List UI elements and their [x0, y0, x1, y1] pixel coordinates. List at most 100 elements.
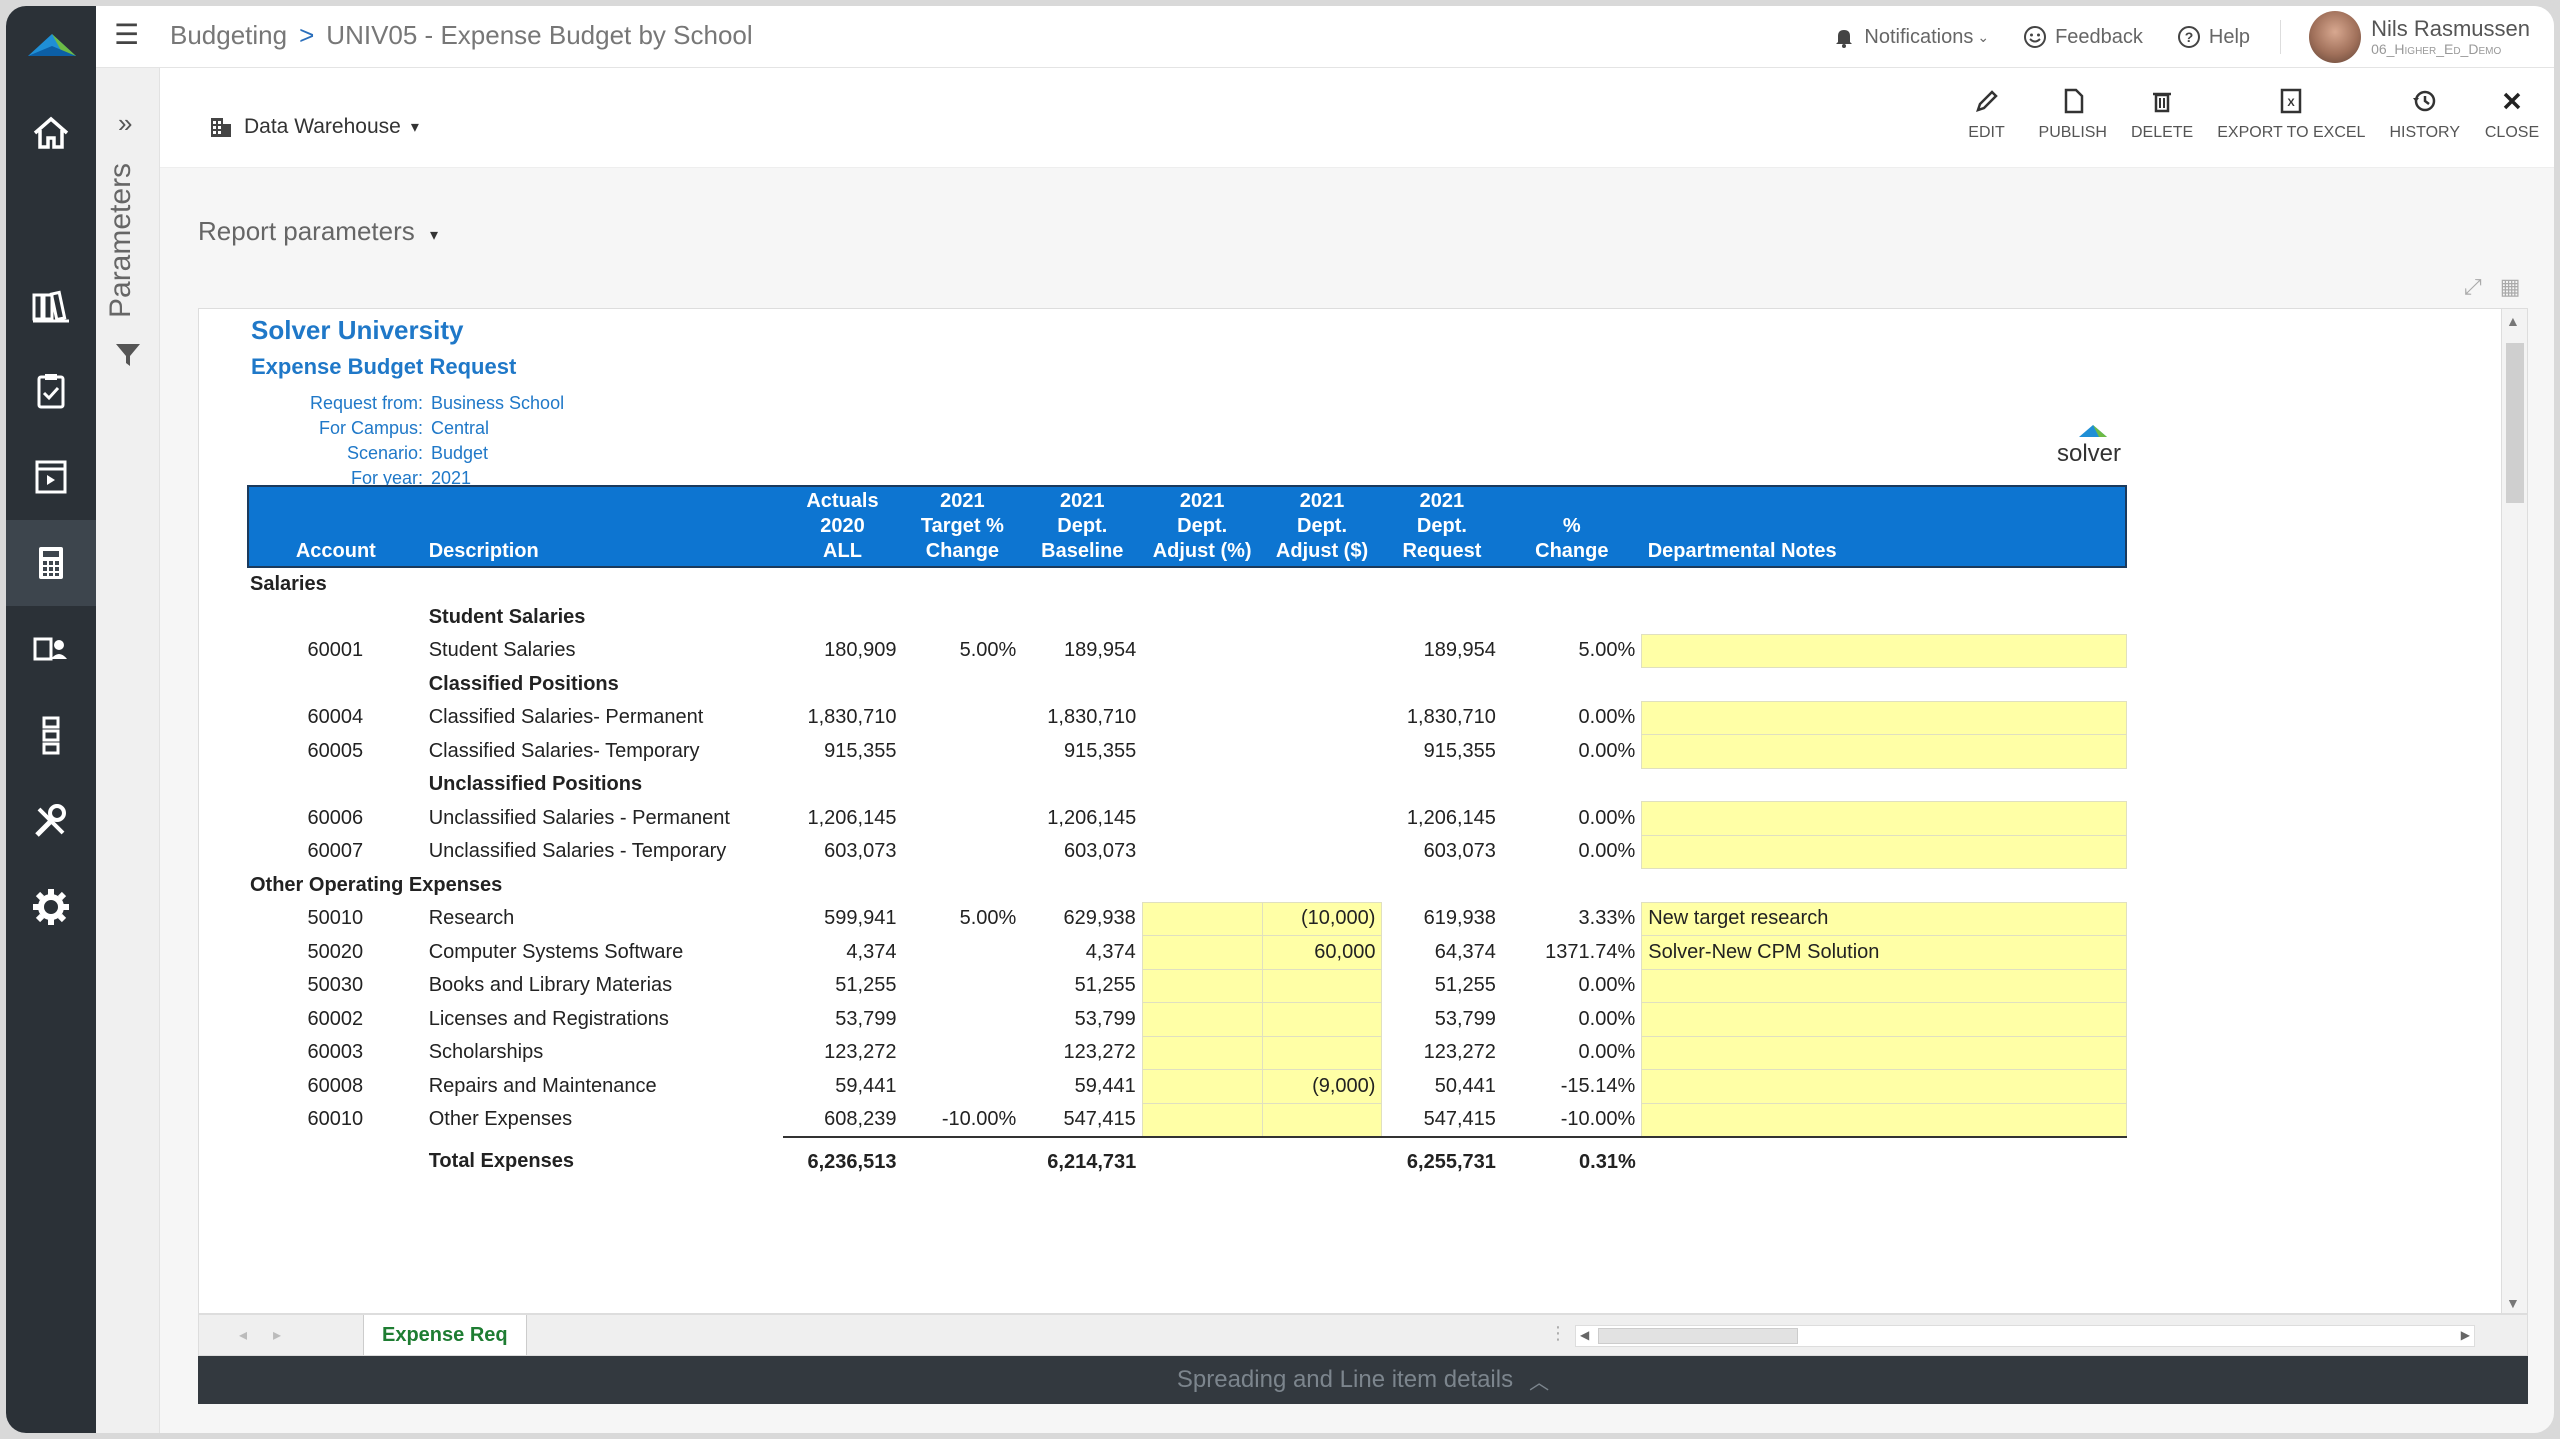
expand-panel-icon[interactable]: » — [118, 108, 133, 138]
export-to-excel-button[interactable]: X EXPORT TO EXCEL — [2217, 86, 2365, 142]
adjust-amt-input[interactable] — [1261, 1035, 1383, 1070]
request-cell: 547,415 — [1423, 1107, 1496, 1130]
history-button[interactable]: HISTORY — [2389, 86, 2460, 142]
calculator-icon[interactable] — [6, 520, 96, 606]
feedback-button[interactable]: Feedback — [2023, 25, 2143, 49]
scroll-right-icon[interactable]: ▶ — [2460, 1328, 2470, 1342]
notes-input[interactable]: New target research — [1641, 901, 2127, 936]
account-cell: 50010 — [307, 907, 364, 930]
report-icon[interactable] — [6, 434, 96, 520]
meta-scenario: Scenario: Budget — [251, 443, 488, 464]
adjust-pct-input[interactable] — [1141, 935, 1263, 970]
col-pct-change: % Change — [1501, 486, 1642, 567]
report-parameters-toggle[interactable]: Report parameters ▾ — [198, 216, 438, 247]
total-baseline: 6,214,731 — [1022, 1135, 1143, 1181]
notifications-label: Notifications — [1864, 25, 1974, 48]
adjust-pct-input[interactable] — [1141, 968, 1263, 1003]
spreading-details-bar[interactable]: Spreading and Line item details ︿ — [198, 1356, 2528, 1404]
horizontal-scrollbar[interactable]: ◀ ▶ — [1575, 1325, 2475, 1347]
notes-input[interactable] — [1641, 968, 2127, 1003]
adjust-amt-input[interactable] — [1261, 1002, 1383, 1037]
notes-input[interactable] — [1641, 734, 2127, 769]
parameters-label[interactable]: Parameters — [104, 162, 137, 318]
adjust-pct-input[interactable] — [1141, 1002, 1263, 1037]
delete-label: DELETE — [2130, 124, 2194, 141]
delete-button[interactable]: DELETE — [2131, 86, 2193, 142]
vertical-scrollbar[interactable]: ▲ ▼ — [2501, 309, 2527, 1313]
group-row: Student Salaries — [248, 601, 2126, 635]
grid-icon[interactable]: ▦ — [2499, 274, 2521, 299]
notes-input[interactable] — [1641, 1102, 2127, 1137]
adjust-pct-input[interactable] — [1141, 901, 1263, 936]
adjust-amt-input[interactable]: (10,000) — [1261, 901, 1383, 936]
col-target-change: 2021 Target % Change — [902, 486, 1023, 567]
data-warehouse-dropdown[interactable]: Data Warehouse ▾ — [208, 114, 419, 140]
user-docs-icon[interactable] — [6, 606, 96, 692]
account-cell: 60005 — [307, 739, 364, 762]
adjust-amt-input[interactable]: 60,000 — [1261, 935, 1383, 970]
adjust-pct-input[interactable] — [1141, 1102, 1263, 1137]
report-sheet[interactable]: Solver University Expense Budget Request… — [198, 308, 2528, 1314]
adjust-pct-input[interactable] — [1141, 1035, 1263, 1070]
baseline-cell: 915,355 — [1063, 739, 1137, 762]
meta-request-from: Request from: Business School — [251, 393, 564, 414]
notes-input[interactable] — [1641, 1069, 2127, 1104]
scroll-thumb[interactable] — [2506, 343, 2524, 503]
account-cell: 60007 — [307, 840, 364, 863]
hdr-line: 2021 — [1419, 490, 1465, 512]
request-cell: 123,272 — [1423, 1041, 1496, 1064]
target-cell — [902, 1070, 1022, 1104]
breadcrumb-root[interactable]: Budgeting — [170, 20, 288, 50]
edit-button[interactable]: EDIT — [1959, 86, 2015, 142]
table-row: 60002 Licenses and Registrations 53,799 53,… — [248, 1002, 2127, 1037]
hdr-line: Request — [1402, 540, 1482, 562]
sheet-view-icons: ⤢ ▦ — [2464, 274, 2521, 300]
home-icon[interactable] — [6, 90, 96, 176]
filter-icon[interactable] — [112, 338, 144, 370]
col-baseline: 2021 Dept. Baseline — [1022, 486, 1143, 567]
expand-icon[interactable]: ⤢ — [2464, 274, 2482, 299]
change-cell: 3.33% — [1578, 907, 1636, 930]
notes-input[interactable] — [1641, 633, 2127, 668]
empty-cell — [1641, 1135, 2126, 1181]
notes-input[interactable] — [1641, 1002, 2127, 1037]
hierarchy-icon[interactable] — [6, 692, 96, 778]
adjust-amt-input — [1262, 735, 1382, 769]
library-icon[interactable] — [6, 262, 96, 348]
user-menu[interactable]: Nils Rasmussen 06_Higher_Ed_Demo — [2309, 11, 2530, 63]
tab-expense-req[interactable]: Expense Req — [363, 1315, 527, 1355]
table-header-row: Account Description Actuals 2020 ALL 2021 T… — [248, 486, 2126, 567]
adjust-amt-input[interactable]: (9,000) — [1261, 1069, 1383, 1104]
hamburger-menu-icon[interactable]: ☰ — [114, 19, 140, 50]
solver-logo-icon[interactable] — [24, 26, 80, 62]
tools-icon[interactable] — [6, 778, 96, 864]
notifications-button[interactable]: Notifications ⌄ — [1832, 25, 1989, 49]
hdr-line: Dept. — [1057, 515, 1108, 537]
notes-input[interactable] — [1641, 834, 2127, 869]
description-cell: Repairs and Maintenance — [428, 1074, 657, 1097]
notes-input[interactable]: Solver-New CPM Solution — [1641, 935, 2127, 970]
hdr-line: Target % — [920, 515, 1004, 537]
splitter-handle[interactable]: ⋮ — [1549, 1323, 1567, 1343]
notes-input[interactable] — [1641, 801, 2127, 836]
table-row: 60008 Repairs and Maintenance 59,441 59,441… — [248, 1069, 2127, 1104]
publish-button[interactable]: PUBLISH — [2039, 86, 2107, 142]
clipboard-icon[interactable] — [6, 348, 96, 434]
close-button[interactable]: CLOSE — [2484, 86, 2540, 142]
gear-icon[interactable] — [6, 864, 96, 950]
scroll-down-icon[interactable]: ▼ — [2506, 1295, 2520, 1311]
parameters-panel[interactable]: » Parameters — [96, 68, 160, 1433]
notes-input[interactable] — [1641, 1035, 2127, 1070]
tab-nav-arrows[interactable]: ◂▸ — [239, 1327, 308, 1344]
notes-input[interactable] — [1641, 700, 2127, 735]
scroll-up-icon[interactable]: ▲ — [2506, 313, 2520, 329]
adjust-pct-input[interactable] — [1141, 1069, 1263, 1104]
adjust-amt-input[interactable] — [1261, 1102, 1383, 1137]
scroll-left-icon[interactable]: ◀ — [1580, 1328, 1590, 1342]
adjust-amt-input[interactable] — [1261, 968, 1383, 1003]
meta-key: For Campus: — [318, 418, 423, 438]
help-button[interactable]: ? Help — [2177, 25, 2250, 49]
table-row: 60006 Unclassified Salaries - Permanent 1,… — [248, 801, 2127, 836]
adjust-pct-input — [1142, 835, 1262, 869]
scroll-thumb[interactable] — [1598, 1328, 1798, 1344]
